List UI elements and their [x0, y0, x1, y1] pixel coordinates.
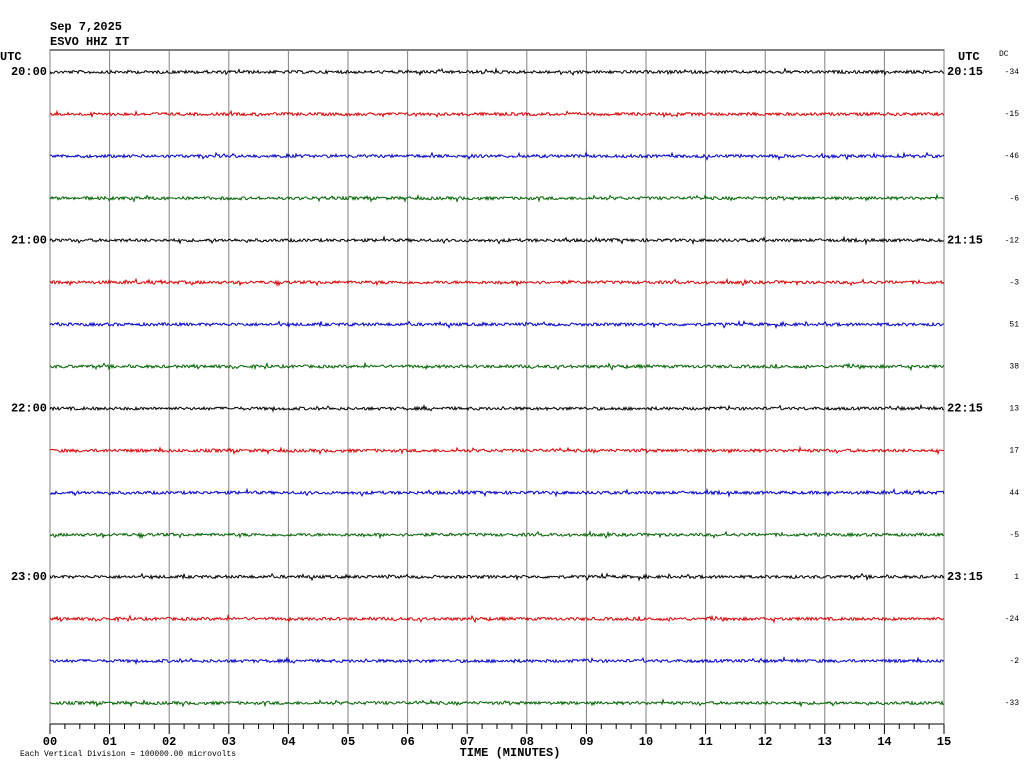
trace	[49, 572, 945, 582]
row-label-left: 21:00	[11, 233, 47, 247]
trace	[49, 403, 945, 413]
trace	[49, 361, 945, 372]
x-tick-label: 02	[162, 735, 176, 749]
note: Each Vertical Division = 100000.00 micro…	[20, 750, 236, 759]
dc-value: -24	[1005, 615, 1020, 624]
trace	[49, 151, 945, 161]
row-label-left: 20:00	[11, 65, 47, 79]
station: ESVO HHZ IT	[50, 35, 129, 49]
date: Sep 7,2025	[50, 20, 122, 34]
dc-value: -5	[1009, 531, 1019, 540]
row-label-right: 22:15	[947, 402, 983, 416]
x-tick-label: 07	[460, 735, 474, 749]
x-tick-label: 08	[520, 735, 534, 749]
dc-value: 44	[1009, 489, 1019, 498]
x-tick-label: 13	[818, 735, 832, 749]
trace	[49, 319, 944, 330]
dc-label: DC	[999, 50, 1009, 59]
x-tick-label: 01	[102, 735, 116, 749]
x-tick-label: 04	[281, 735, 295, 749]
dc-value: -46	[1005, 152, 1020, 161]
dc-value: 1	[1014, 573, 1019, 582]
row-label-right: 23:15	[947, 570, 983, 584]
trace	[49, 530, 945, 540]
x-tick-label: 00	[43, 735, 57, 749]
x-tick-label: 12	[758, 735, 772, 749]
row-label-right: 21:15	[947, 233, 983, 247]
dc-value: 13	[1009, 405, 1019, 414]
trace	[49, 193, 945, 203]
x-tick-label: 10	[639, 735, 653, 749]
dc-value: -12	[1005, 236, 1020, 245]
trace	[49, 656, 945, 666]
trace	[49, 109, 945, 119]
trace	[49, 613, 945, 624]
x-tick-label: 03	[222, 735, 236, 749]
dc-value: 51	[1009, 321, 1019, 330]
trace	[49, 235, 945, 246]
x-axis-label: TIME (MINUTES)	[460, 746, 561, 760]
row-label-right: 20:15	[947, 65, 983, 79]
row-label-left: 22:00	[11, 402, 47, 416]
x-tick-label: 05	[341, 735, 355, 749]
dc-value: 17	[1009, 447, 1019, 456]
dc-value: -6	[1009, 194, 1019, 203]
dc-value: -3	[1009, 278, 1019, 287]
x-tick-label: 09	[579, 735, 593, 749]
trace	[49, 487, 945, 498]
row-label-left: 23:00	[11, 570, 47, 584]
left-axis-label: UTC	[0, 50, 22, 64]
x-tick-label: 14	[877, 735, 891, 749]
dc-value: -2	[1009, 657, 1019, 666]
x-tick-label: 11	[698, 735, 712, 749]
dc-value: -15	[1005, 110, 1020, 119]
trace	[49, 445, 945, 456]
trace	[49, 697, 945, 708]
trace	[49, 277, 945, 288]
x-tick-label: 15	[937, 735, 951, 749]
right-axis-label: UTC	[958, 50, 980, 64]
dc-value: -34	[1005, 68, 1020, 77]
dc-value: -33	[1005, 699, 1020, 708]
trace	[49, 67, 945, 77]
dc-value: 38	[1009, 363, 1019, 372]
x-tick-label: 06	[400, 735, 414, 749]
